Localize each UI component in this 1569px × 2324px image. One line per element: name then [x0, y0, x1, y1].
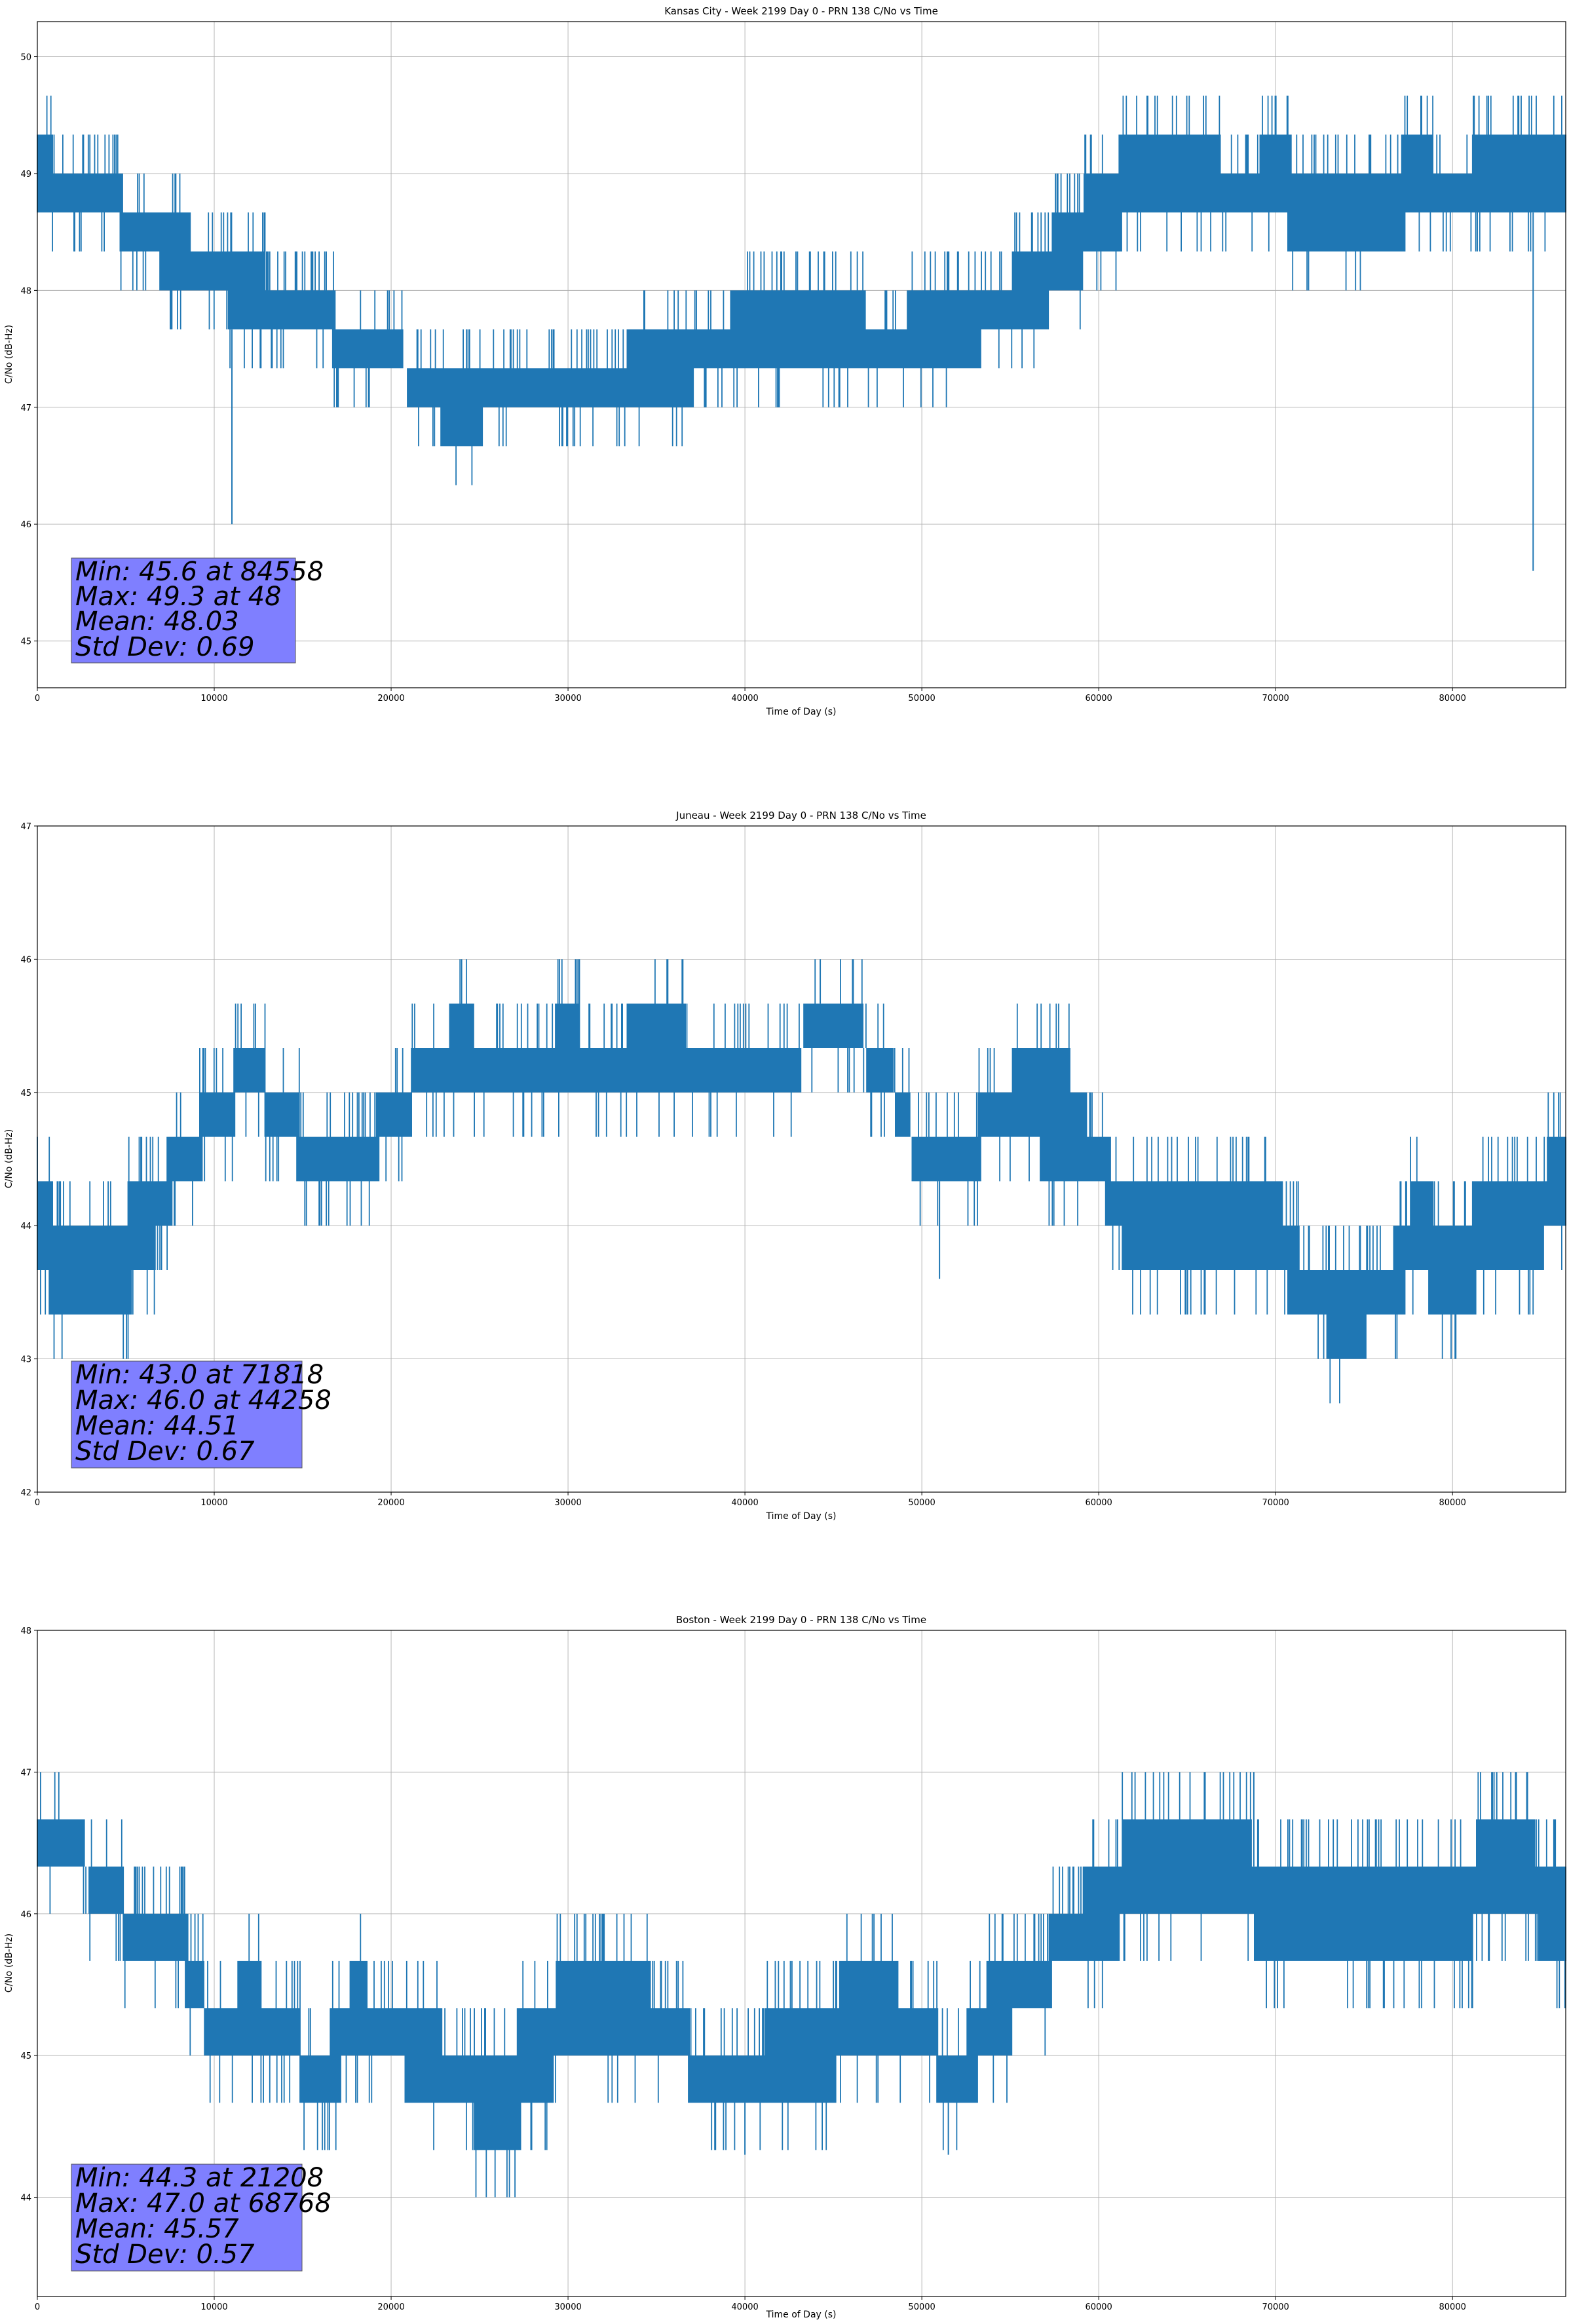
y-axis-label: C/No (dB-Hz): [4, 1129, 14, 1188]
y-tick-label: 46: [20, 955, 31, 965]
y-tick-label: 45: [20, 637, 31, 647]
x-axis-label: Time of Day (s): [766, 707, 837, 717]
y-tick-label: 45: [20, 1089, 31, 1098]
x-tick-label: 10000: [200, 2302, 227, 2312]
x-tick-label: 30000: [554, 2302, 581, 2312]
stats-max: Max: 49.3 at 48: [75, 582, 281, 612]
subplot-boston: Boston - Week 2199 Day 0 - PRN 138 C/No …: [4, 1614, 1566, 2320]
y-tick-label: 44: [20, 1222, 31, 1231]
x-tick-label: 80000: [1439, 694, 1466, 703]
y-tick-label: 47: [20, 822, 31, 832]
x-tick-label: 40000: [731, 694, 758, 703]
x-tick-label: 60000: [1085, 694, 1112, 703]
stats-std-dev: Std Dev: 0.67: [75, 1436, 255, 1467]
x-tick-label: 80000: [1439, 1498, 1466, 1508]
x-tick-label: 60000: [1085, 2302, 1112, 2312]
axes-frame: [37, 21, 1566, 688]
plot-title: Boston - Week 2199 Day 0 - PRN 138 C/No …: [676, 1614, 926, 1626]
y-tick-label: 46: [20, 1910, 31, 1920]
y-tick-label: 48: [20, 1626, 31, 1636]
x-tick-label: 0: [35, 694, 40, 703]
stats-mean: Mean: 48.03: [75, 607, 239, 637]
x-axis-label: Time of Day (s): [766, 2310, 837, 2320]
x-tick-label: 50000: [908, 2302, 935, 2312]
x-tick-label: 30000: [554, 694, 581, 703]
y-ticks: 45 46 47 48 49 50: [20, 53, 37, 647]
stats-box: Min: 43.0 at 71818 Max: 46.0 at 44258 Me…: [71, 1360, 331, 1469]
x-tick-label: 20000: [377, 2302, 404, 2312]
stats-max: Max: 46.0 at 44258: [75, 1385, 331, 1415]
x-tick-label: 40000: [731, 2302, 758, 2312]
stats-box-background: [71, 1360, 303, 1469]
subplot-kansas-city: Kansas City - Week 2199 Day 0 - PRN 138 …: [4, 5, 1566, 717]
stats-std-dev: Std Dev: 0.69: [75, 632, 255, 662]
y-tick-label: 50: [20, 53, 31, 63]
x-axis-label: Time of Day (s): [766, 1511, 837, 1522]
x-tick-label: 10000: [200, 1498, 227, 1508]
plot-title: Juneau - Week 2199 Day 0 - PRN 138 C/No …: [675, 810, 926, 821]
x-tick-label: 80000: [1439, 2302, 1466, 2312]
stats-min: Min: 45.6 at 84558: [75, 557, 324, 587]
x-tick-label: 60000: [1085, 1498, 1112, 1508]
axes-frame: [37, 825, 1566, 1493]
y-axis-label: C/No (dB-Hz): [4, 325, 14, 384]
x-tick-label: 70000: [1262, 694, 1289, 703]
x-tick-label: 20000: [377, 694, 404, 703]
y-tick-label: 47: [20, 1768, 31, 1778]
x-ticks: 0 10000 20000 30000 40000 50000 60000 70000 8000…: [35, 688, 1466, 703]
stats-box-background: [71, 557, 296, 664]
x-tick-label: 70000: [1262, 1498, 1289, 1508]
y-tick-label: 46: [20, 520, 31, 530]
x-tick-label: 50000: [908, 694, 935, 703]
x-ticks: 0 10000 20000 30000 40000 50000 60000 70000 8000…: [35, 1492, 1466, 1508]
x-tick-label: 50000: [908, 1498, 935, 1508]
plot-title: Kansas City - Week 2199 Day 0 - PRN 138 …: [664, 5, 938, 17]
axes-frame: [37, 1630, 1566, 2297]
x-tick-label: 40000: [731, 1498, 758, 1508]
stats-mean: Mean: 45.57: [75, 2214, 239, 2244]
y-tick-label: 48: [20, 286, 31, 296]
y-tick-label: 49: [20, 170, 31, 179]
y-axis-label: C/No (dB-Hz): [4, 1934, 14, 1993]
stats-min: Min: 44.3 at 21208: [75, 2163, 324, 2193]
x-tick-label: 0: [35, 1498, 40, 1508]
x-tick-label: 30000: [554, 1498, 581, 1508]
stats-box-background: [71, 2164, 303, 2272]
y-tick-label: 42: [20, 1488, 31, 1498]
stats-std-dev: Std Dev: 0.57: [75, 2240, 255, 2270]
x-ticks: 0 10000 20000 30000 40000 50000 60000 70000 8000…: [35, 2296, 1466, 2312]
y-tick-label: 47: [20, 403, 31, 413]
y-tick-label: 45: [20, 2052, 31, 2061]
y-ticks: 42 43 44 45 46 47: [20, 822, 37, 1498]
stats-min: Min: 43.0 at 71818: [75, 1360, 324, 1390]
y-ticks: 44 45 46 47 48: [20, 1626, 37, 2203]
stats-box: Min: 44.3 at 21208 Max: 47.0 at 68768 Me…: [71, 2163, 331, 2272]
y-tick-label: 44: [20, 2194, 31, 2203]
x-tick-label: 20000: [377, 1498, 404, 1508]
x-tick-label: 0: [35, 2302, 40, 2312]
stats-mean: Mean: 44.51: [75, 1411, 239, 1441]
y-tick-label: 43: [20, 1355, 31, 1365]
stats-box: Min: 45.6 at 84558 Max: 49.3 at 48 Mean:…: [71, 557, 324, 664]
x-tick-label: 70000: [1262, 2302, 1289, 2312]
subplot-juneau: Juneau - Week 2199 Day 0 - PRN 138 C/No …: [4, 810, 1566, 1522]
x-tick-label: 10000: [200, 694, 227, 703]
stats-max: Max: 47.0 at 68768: [75, 2188, 331, 2219]
